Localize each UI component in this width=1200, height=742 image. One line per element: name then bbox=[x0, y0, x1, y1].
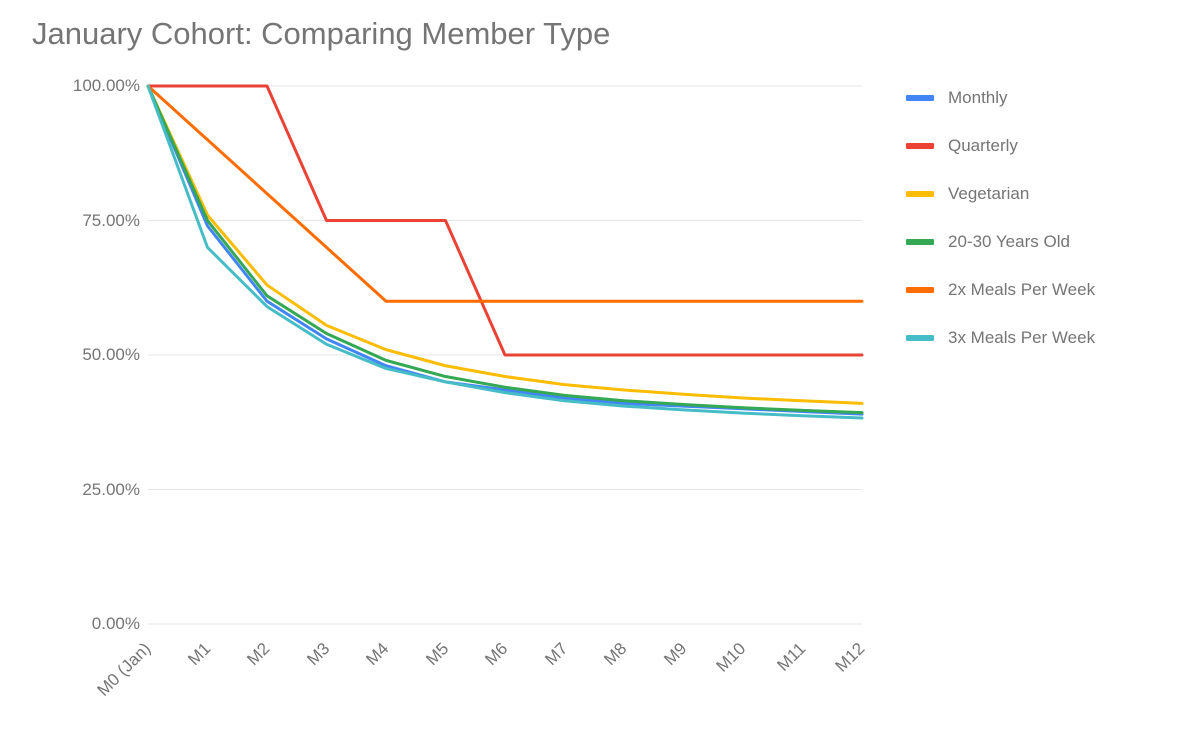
legend-swatch bbox=[906, 335, 934, 341]
x-tick-label: M9 bbox=[660, 639, 691, 670]
legend-swatch bbox=[906, 95, 934, 101]
series-line bbox=[148, 86, 862, 418]
x-tick-label: M11 bbox=[773, 639, 810, 676]
chart-title: January Cohort: Comparing Member Type bbox=[32, 16, 610, 52]
legend-label: 2x Meals Per Week bbox=[948, 280, 1095, 300]
legend-swatch bbox=[906, 287, 934, 293]
series-line bbox=[148, 86, 862, 414]
x-tick-label: M6 bbox=[481, 639, 512, 670]
legend-item: Quarterly bbox=[906, 136, 1095, 156]
x-tick-label: M4 bbox=[362, 639, 393, 670]
legend-label: Vegetarian bbox=[948, 184, 1029, 204]
legend-label: 20-30 Years Old bbox=[948, 232, 1070, 252]
x-tick-label: M10 bbox=[713, 639, 751, 677]
x-tick-label: M12 bbox=[832, 639, 870, 677]
legend-item: 3x Meals Per Week bbox=[906, 328, 1095, 348]
y-tick-label: 0.00% bbox=[92, 614, 140, 634]
chart-container: January Cohort: Comparing Member Type 0.… bbox=[0, 0, 1200, 742]
y-tick-label: 100.00% bbox=[73, 76, 140, 96]
legend-label: Quarterly bbox=[948, 136, 1018, 156]
legend-label: 3x Meals Per Week bbox=[948, 328, 1095, 348]
x-tick-label: M0 (Jan) bbox=[93, 639, 155, 701]
x-tick-label: M7 bbox=[541, 639, 572, 670]
legend: Monthly Quarterly Vegetarian 20-30 Years… bbox=[906, 88, 1095, 348]
x-tick-label: M5 bbox=[422, 639, 453, 670]
legend-item: 20-30 Years Old bbox=[906, 232, 1095, 252]
legend-label: Monthly bbox=[948, 88, 1008, 108]
legend-item: Vegetarian bbox=[906, 184, 1095, 204]
x-tick-label: M1 bbox=[184, 639, 215, 670]
legend-swatch bbox=[906, 143, 934, 149]
legend-swatch bbox=[906, 239, 934, 245]
y-tick-label: 50.00% bbox=[82, 345, 140, 365]
legend-item: 2x Meals Per Week bbox=[906, 280, 1095, 300]
y-tick-label: 75.00% bbox=[82, 211, 140, 231]
y-tick-label: 25.00% bbox=[82, 480, 140, 500]
x-tick-label: M8 bbox=[600, 639, 631, 670]
plot-area: 0.00%25.00%50.00%75.00%100.00%M0 (Jan)M1… bbox=[148, 86, 862, 624]
x-tick-label: M2 bbox=[243, 639, 274, 670]
legend-swatch bbox=[906, 191, 934, 197]
series-line bbox=[148, 86, 862, 413]
plot-svg bbox=[148, 86, 862, 624]
x-tick-label: M3 bbox=[303, 639, 334, 670]
legend-item: Monthly bbox=[906, 88, 1095, 108]
